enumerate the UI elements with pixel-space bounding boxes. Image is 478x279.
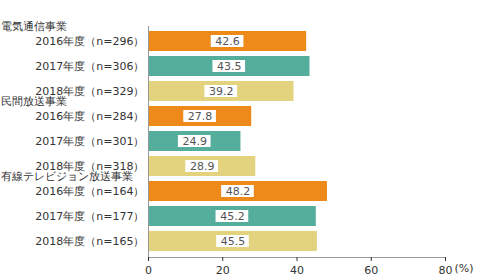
svg-text:有線テレビジョン放送事業: 有線テレビジョン放送事業 bbox=[0, 170, 133, 183]
svg-text:2018年度（n=318）: 2018年度（n=318） bbox=[35, 160, 144, 173]
svg-text:2017年度（n=177）: 2017年度（n=177） bbox=[35, 210, 144, 223]
svg-text:80: 80 bbox=[439, 264, 453, 277]
svg-text:0: 0 bbox=[145, 264, 152, 277]
svg-text:2018年度（n=165）: 2018年度（n=165） bbox=[35, 235, 144, 248]
svg-text:2016年度（n=296）: 2016年度（n=296） bbox=[35, 35, 144, 48]
svg-text:2016年度（n=164）: 2016年度（n=164） bbox=[35, 185, 144, 198]
svg-text:民間放送事業: 民間放送事業 bbox=[0, 95, 67, 108]
svg-text:42.6: 42.6 bbox=[215, 35, 240, 48]
svg-text:40: 40 bbox=[290, 264, 304, 277]
svg-text:28.9: 28.9 bbox=[190, 160, 215, 173]
svg-text:2017年度（n=301）: 2017年度（n=301） bbox=[35, 135, 144, 148]
svg-text:45.5: 45.5 bbox=[221, 235, 246, 248]
svg-text:24.9: 24.9 bbox=[182, 135, 207, 148]
svg-text:2016年度（n=284）: 2016年度（n=284） bbox=[35, 110, 144, 123]
svg-text:39.2: 39.2 bbox=[209, 85, 234, 98]
svg-text:60: 60 bbox=[364, 264, 378, 277]
svg-text:電気通信事業: 電気通信事業 bbox=[1, 20, 67, 33]
svg-text:48.2: 48.2 bbox=[226, 185, 251, 198]
svg-text:(%): (%) bbox=[455, 262, 474, 275]
svg-text:43.5: 43.5 bbox=[217, 60, 242, 73]
svg-text:27.8: 27.8 bbox=[188, 110, 213, 123]
svg-text:2017年度（n=306）: 2017年度（n=306） bbox=[35, 60, 144, 73]
svg-text:2018年度（n=329）: 2018年度（n=329） bbox=[35, 85, 144, 98]
svg-text:20: 20 bbox=[216, 264, 230, 277]
svg-text:45.2: 45.2 bbox=[220, 210, 245, 223]
